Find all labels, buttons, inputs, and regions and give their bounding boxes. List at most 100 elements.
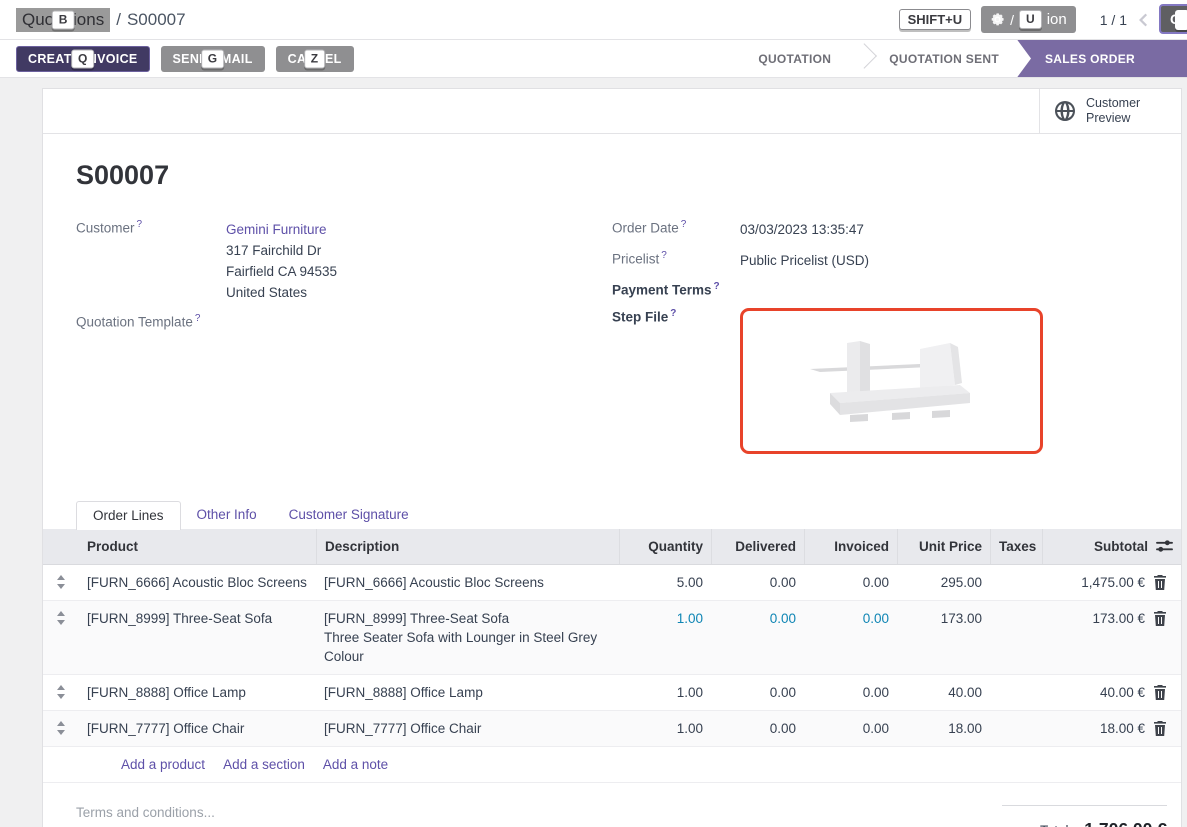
cell-taxes[interactable]	[990, 601, 1042, 617]
optional-columns-icon[interactable]	[1156, 539, 1173, 554]
cell-subtotal: 40.00 €	[1042, 675, 1181, 710]
delete-row-icon[interactable]	[1153, 684, 1167, 700]
cell-unit-price[interactable]: 295.00	[940, 574, 982, 590]
drag-handle-icon[interactable]	[56, 720, 66, 735]
cell-product[interactable]: [FURN_7777] Office Chair	[87, 720, 245, 736]
header-subtotal[interactable]: Subtotal	[1042, 528, 1181, 564]
header-invoiced[interactable]: Invoiced	[804, 528, 897, 564]
cell-invoiced[interactable]: 0.00	[862, 684, 889, 700]
order-lines-table: Product Description Quantity Delivered I…	[43, 528, 1181, 783]
action-bar: CREATE INVOICE Q SEND EMAIL G CANCEL Z Q…	[0, 40, 1187, 78]
header-taxes[interactable]: Taxes	[990, 528, 1042, 564]
quotation-template-label: Quotation Template?	[76, 313, 201, 330]
cell-description[interactable]: [FURN_6666] Acoustic Bloc Screens	[324, 574, 544, 590]
header-product[interactable]: Product	[87, 538, 139, 554]
cell-unit-price[interactable]: 18.00	[948, 720, 982, 736]
cell-quantity[interactable]: 1.00	[676, 720, 703, 736]
help-marker: ?	[194, 313, 201, 324]
cell-description[interactable]: [FURN_8888] Office Lamp	[324, 684, 483, 700]
breadcrumb-quotations[interactable]: Quotations B	[16, 7, 111, 32]
cell-invoiced[interactable]: 0.00	[862, 610, 889, 626]
key-hint-z: Z	[303, 49, 326, 68]
help-marker: ?	[680, 219, 687, 230]
customer-address-line1: 317 Fairchild Dr	[226, 243, 322, 258]
status-quotation-sent[interactable]: QUOTATION SENT	[871, 40, 1017, 77]
delete-row-icon[interactable]	[1153, 574, 1167, 590]
cell-subtotal: 173.00 €	[1042, 601, 1181, 636]
create-invoice-button[interactable]: CREATE INVOICE Q	[16, 45, 150, 72]
breadcrumb-current: S00007	[126, 9, 186, 29]
header-unit-price[interactable]: Unit Price	[897, 528, 990, 564]
customer-preview-label: Customer Preview	[1086, 96, 1141, 125]
tab-other-info[interactable]: Other Info	[196, 506, 257, 522]
header-quantity[interactable]: Quantity	[619, 528, 711, 564]
cell-product[interactable]: [FURN_6666] Acoustic Bloc Screens	[87, 574, 307, 590]
help-marker: ?	[661, 250, 667, 261]
topbar-right: SHIFT+U / U ion 1 / 1	[898, 6, 1179, 33]
content-area: Customer Preview S00007 Customer? Gemini …	[0, 78, 1187, 827]
total-label: Total:	[1040, 823, 1072, 827]
cell-unit-price[interactable]: 40.00	[948, 684, 982, 700]
help-marker: ?	[670, 307, 677, 319]
cell-quantity[interactable]: 1.00	[676, 684, 703, 700]
cell-quantity[interactable]: 1.00	[676, 610, 703, 626]
table-footer-links: Add a product Add a section Add a note	[43, 747, 1181, 783]
cell-unit-price[interactable]: 173.00	[940, 610, 982, 626]
cancel-button[interactable]: CANCEL Z	[275, 45, 354, 72]
drag-handle-icon[interactable]	[56, 574, 66, 589]
key-hint-q: Q	[70, 49, 95, 68]
status-quotation[interactable]: QUOTATION	[740, 40, 850, 77]
send-email-button[interactable]: SEND EMAIL G	[160, 45, 265, 72]
cell-invoiced[interactable]: 0.00	[862, 574, 889, 590]
cell-description[interactable]: [FURN_8999] Three-Seat Sofa Three Seater …	[324, 610, 598, 664]
cell-product[interactable]: [FURN_8888] Office Lamp	[87, 684, 246, 700]
key-hint-shift-u: SHIFT+U	[898, 9, 972, 30]
smart-button-strip: Customer Preview	[43, 89, 1181, 134]
pager-previous-icon[interactable]	[1135, 11, 1153, 29]
delete-row-icon[interactable]	[1153, 720, 1167, 736]
cell-description[interactable]: [FURN_7777] Office Chair	[324, 720, 482, 736]
cell-quantity[interactable]: 5.00	[676, 574, 703, 590]
total-box: Total: 1,706.00 €	[1002, 804, 1167, 827]
form-sheet: Customer Preview S00007 Customer? Gemini …	[42, 88, 1182, 827]
cell-product[interactable]: [FURN_8999] Three-Seat Sofa	[87, 610, 273, 626]
add-product-link[interactable]: Add a product	[121, 756, 206, 772]
table-row[interactable]: [FURN_8999] Three-Seat Sofa [FURN_8999] …	[43, 600, 1181, 675]
create-button-cutoff[interactable]: C	[1159, 4, 1187, 34]
customer-field-value: Gemini Furniture 317 Fairchild Dr Fairfi…	[226, 219, 337, 303]
header-handle-column	[43, 529, 79, 545]
action-menu-button[interactable]: / U ion	[981, 6, 1076, 33]
step-file-preview[interactable]	[740, 307, 1043, 454]
cell-delivered[interactable]: 0.00	[769, 684, 796, 700]
table-header-row: Product Description Quantity Delivered I…	[43, 528, 1181, 565]
cell-invoiced[interactable]: 0.00	[862, 720, 889, 736]
cell-taxes[interactable]	[990, 675, 1042, 691]
delete-row-icon[interactable]	[1153, 610, 1167, 626]
globe-icon	[1055, 101, 1075, 121]
table-row[interactable]: [FURN_8888] Office Lamp [FURN_8888] Offi…	[43, 674, 1181, 711]
cell-taxes[interactable]	[990, 711, 1042, 727]
customer-preview-button[interactable]: Customer Preview	[1039, 89, 1181, 133]
cell-delivered[interactable]: 0.00	[769, 574, 796, 590]
header-description[interactable]: Description	[316, 528, 619, 564]
cell-delivered[interactable]: 0.00	[769, 720, 796, 736]
cell-taxes[interactable]	[990, 565, 1042, 581]
tab-order-lines[interactable]: Order Lines	[76, 500, 181, 530]
order-date-label: Order Date?	[612, 219, 687, 236]
customer-field-label: Customer?	[76, 219, 143, 236]
status-sales-order[interactable]: SALES ORDER	[1017, 40, 1187, 77]
order-date-value[interactable]: 03/03/2023 13:35:47	[740, 222, 864, 237]
add-note-link[interactable]: Add a note	[322, 756, 389, 772]
header-delivered[interactable]: Delivered	[711, 528, 804, 564]
tab-customer-signature[interactable]: Customer Signature	[288, 506, 409, 522]
table-row[interactable]: [FURN_6666] Acoustic Bloc Screens [FURN_…	[43, 564, 1181, 601]
gear-icon	[991, 13, 1004, 26]
drag-handle-icon[interactable]	[56, 610, 66, 625]
table-row[interactable]: [FURN_7777] Office Chair [FURN_7777] Off…	[43, 710, 1181, 747]
cell-delivered[interactable]: 0.00	[769, 610, 796, 626]
terms-placeholder[interactable]: Terms and conditions...	[76, 804, 215, 820]
add-section-link[interactable]: Add a section	[223, 756, 305, 772]
drag-handle-icon[interactable]	[56, 684, 66, 699]
pricelist-value[interactable]: Public Pricelist (USD)	[740, 253, 870, 268]
customer-link[interactable]: Gemini Furniture	[226, 222, 327, 237]
